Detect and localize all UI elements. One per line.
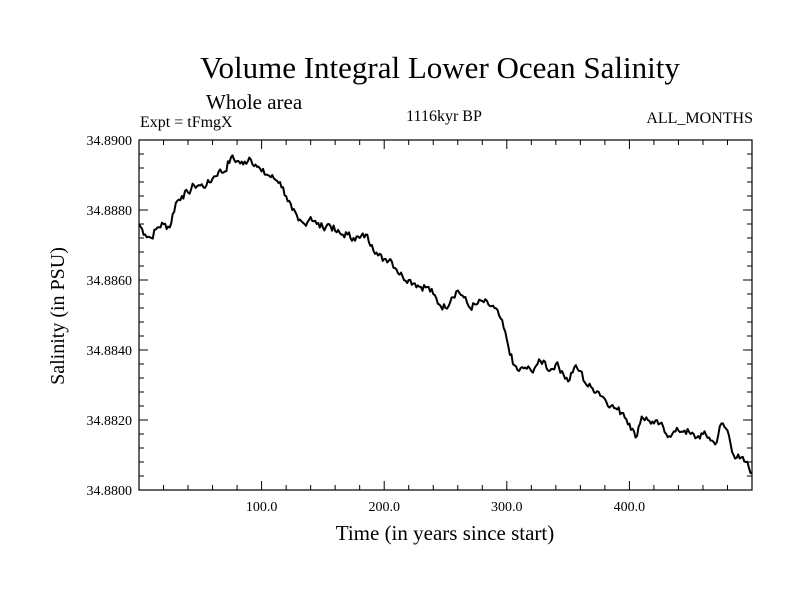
x-tick-label: 400.0 <box>614 500 646 515</box>
experiment-label: Expt = tFmgX <box>140 114 233 131</box>
y-tick-label: 34.8820 <box>87 414 133 429</box>
series-line-salinity <box>138 154 753 475</box>
y-axis-label: Salinity (in PSU) <box>47 247 69 385</box>
x-tick-label: 300.0 <box>491 500 523 515</box>
y-tick-label: 34.8800 <box>87 484 133 499</box>
y-tick-label: 34.8900 <box>87 134 133 149</box>
ticks-layer <box>139 139 752 491</box>
chart-title: Volume Integral Lower Ocean Salinity <box>200 50 680 85</box>
y-tick-label: 34.8860 <box>87 274 133 289</box>
y-tick-label: 34.8840 <box>87 344 133 359</box>
x-tick-label: 100.0 <box>246 500 278 515</box>
period-label: 1116kyr BP <box>406 108 482 125</box>
months-label: ALL_MONTHS <box>646 110 753 127</box>
tick-labels-layer: 100.0 200.0 300.0 400.0 34.8800 34.8820 34.884… <box>87 134 646 515</box>
chart-subtitle: Whole area <box>206 90 303 114</box>
y-tick-label: 34.8880 <box>87 204 133 219</box>
x-axis-label: Time (in years since start) <box>336 521 555 545</box>
plot-frame <box>138 139 753 491</box>
x-tick-label: 200.0 <box>368 500 400 515</box>
